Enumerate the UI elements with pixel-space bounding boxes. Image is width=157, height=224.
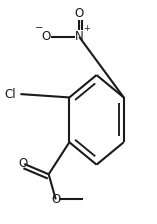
Text: O: O [42,30,51,43]
Text: −: − [35,23,43,32]
Text: O: O [75,7,84,20]
Text: +: + [83,24,90,32]
Text: O: O [18,157,27,170]
Text: Cl: Cl [5,88,16,101]
Text: O: O [51,193,60,206]
Text: N: N [75,30,84,43]
